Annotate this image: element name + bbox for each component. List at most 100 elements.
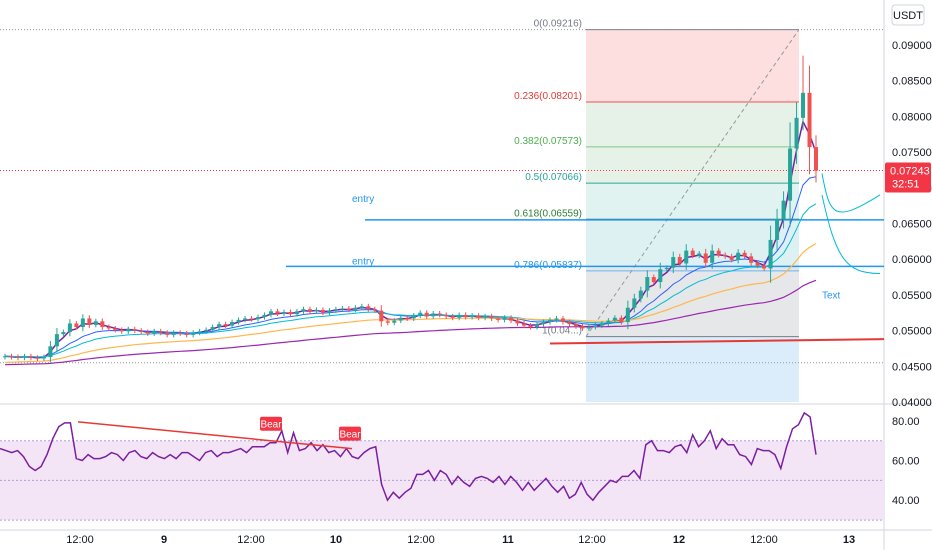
candle-body	[15, 357, 20, 359]
candle-body	[612, 317, 617, 321]
candle	[625, 300, 630, 330]
fib-level-label: 0.5(0.07066)	[525, 172, 582, 183]
candle-body	[535, 324, 540, 328]
candle-body	[139, 330, 144, 333]
candle	[509, 315, 514, 324]
candle-body	[671, 257, 676, 268]
candle-body	[794, 117, 799, 149]
candle-body	[275, 311, 280, 314]
fib-zone	[586, 102, 799, 147]
candle	[243, 315, 248, 323]
price-tick-label: 0.05000	[892, 326, 932, 338]
candle	[716, 248, 721, 258]
candle-body	[554, 318, 559, 320]
band-upper	[821, 173, 881, 213]
candle-body	[444, 314, 449, 317]
candle	[256, 314, 261, 322]
candle	[366, 303, 371, 312]
candle-body	[807, 92, 812, 148]
candle-body	[67, 323, 72, 333]
candle-body	[483, 316, 488, 318]
candle-body	[385, 321, 390, 323]
candle-body	[158, 331, 163, 333]
candle-body	[586, 327, 591, 329]
candle-body	[366, 306, 371, 310]
candle-body	[184, 333, 189, 335]
candle	[333, 306, 338, 314]
candle	[547, 317, 553, 325]
rsi-pane[interactable]: 80.00 60.00 40.00 Bear Bear	[0, 411, 920, 521]
candle-body	[716, 250, 721, 255]
candle	[606, 318, 611, 326]
candle-body	[333, 309, 338, 311]
candle	[171, 330, 176, 338]
bear-marker-box	[339, 426, 361, 441]
candle-body	[119, 329, 124, 332]
candle-body	[106, 327, 111, 329]
candle	[405, 315, 410, 321]
candle	[619, 315, 624, 325]
annotations[interactable]: entry entry Text	[352, 194, 841, 302]
price-axis[interactable]: 0.090000.085000.080000.075000.070000.065…	[885, 40, 932, 409]
time-tick-label: 9	[161, 534, 167, 546]
candle-body	[496, 318, 501, 320]
time-axis[interactable]: 12:00 9 12:00 10 12:00 11 12:00 12 12:00 13	[0, 529, 932, 546]
candle-body	[359, 306, 364, 308]
candle	[781, 191, 786, 229]
fibonacci-retracement[interactable]: 0(0.09216) 0.236(0.08201) 0.382(0.07573) 0.…	[0, 19, 884, 402]
candle-body	[437, 313, 442, 315]
candle	[450, 313, 455, 321]
candle-body	[424, 312, 429, 317]
candle-body	[22, 356, 27, 358]
candle	[191, 330, 196, 338]
candle-body	[372, 309, 377, 311]
candle	[61, 329, 66, 337]
candle	[165, 330, 170, 338]
candle	[788, 122, 793, 227]
candle	[697, 250, 702, 259]
fib-zone	[586, 336, 799, 402]
horizontal-lines[interactable]	[0, 169, 885, 345]
fib-trend-line	[585, 29, 800, 337]
candle	[158, 328, 163, 336]
candle-body	[768, 239, 773, 269]
bear-marker: Bear	[260, 416, 282, 431]
candle-body	[489, 316, 494, 319]
candle	[294, 308, 299, 317]
candle-body	[684, 250, 689, 264]
candle	[152, 328, 157, 336]
candle	[230, 319, 235, 329]
candle-body	[100, 321, 105, 328]
candle-body	[197, 331, 202, 333]
candle-body	[113, 328, 118, 330]
time-tick-label: 12:00	[750, 534, 778, 546]
candle	[210, 324, 215, 333]
trend-line	[549, 338, 885, 345]
candle	[463, 312, 468, 320]
bear-marker-label: Bear	[339, 430, 361, 441]
time-tick-label: 10	[330, 534, 342, 546]
candle-body	[801, 92, 806, 118]
candle-body	[515, 320, 520, 324]
candle-body	[658, 269, 663, 283]
rsi-line	[0, 411, 817, 502]
fib-level-label: 0.618(0.06559)	[514, 208, 582, 219]
candle-body	[74, 323, 79, 328]
price-tick-label: 0.07500	[892, 147, 932, 159]
currency-badge[interactable]: USDT	[891, 4, 925, 26]
candle-body	[723, 254, 728, 257]
candle	[106, 324, 111, 331]
time-tick-label: 12	[673, 534, 685, 546]
candle	[418, 310, 423, 319]
candle	[379, 305, 384, 327]
rsi-tick-label: 40.00	[892, 495, 920, 507]
candle-body	[320, 309, 325, 313]
candle	[580, 323, 585, 331]
candle	[411, 313, 416, 321]
candle-body	[223, 324, 228, 326]
candle	[80, 314, 85, 332]
candle-body	[126, 329, 131, 332]
candle	[113, 325, 118, 333]
candle-body	[509, 317, 514, 321]
